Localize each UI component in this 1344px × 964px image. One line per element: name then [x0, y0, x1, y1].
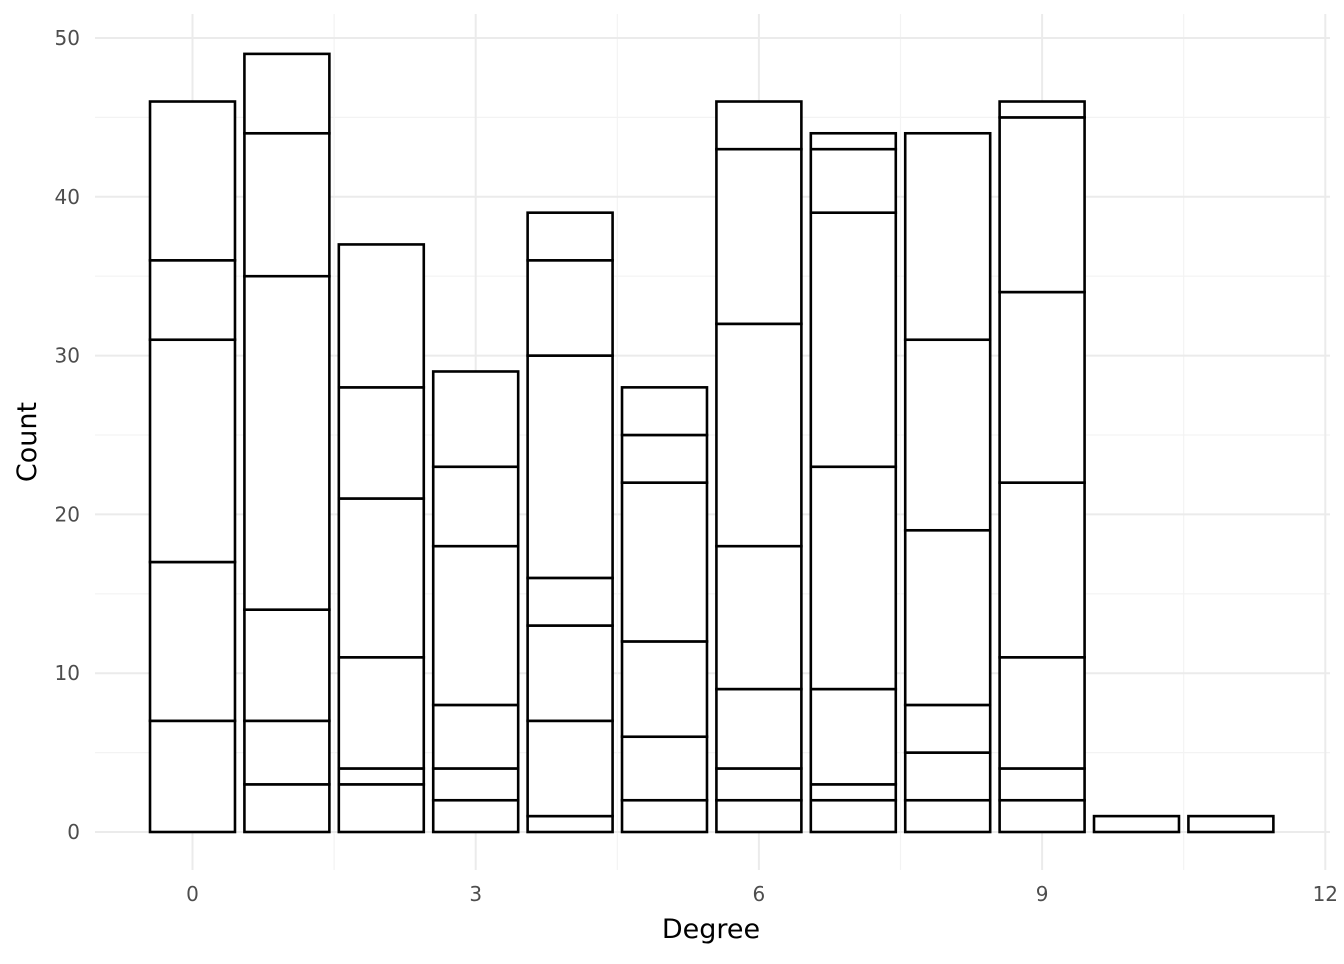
bar-segment: [526, 259, 614, 357]
bar-segment: [526, 211, 614, 262]
bar-segment: [526, 576, 614, 627]
bar-segment: [809, 798, 898, 834]
bar-segment: [809, 147, 898, 214]
bar-segment: [715, 544, 803, 691]
bar-segment: [809, 783, 898, 802]
bar-segment: [715, 147, 803, 326]
bar-segment: [337, 386, 426, 500]
bar-1: [243, 52, 331, 834]
bar-7: [809, 131, 898, 834]
x-tick-label: 9: [1036, 882, 1049, 906]
bar-segment: [1187, 814, 1275, 834]
bar-segment: [809, 211, 898, 469]
bar-segment: [243, 52, 331, 135]
bar-11: [1187, 814, 1275, 834]
bar-segment: [903, 338, 992, 532]
bar-segment: [337, 783, 426, 834]
bar-segment: [809, 131, 898, 151]
bar-segment: [431, 703, 520, 770]
y-tick-label: 0: [67, 820, 80, 844]
x-tick-label: 3: [469, 882, 482, 906]
bar-segment: [243, 131, 331, 278]
y-axis-title: Count: [12, 402, 43, 482]
bar-segment: [620, 798, 709, 834]
bar-segment: [526, 814, 614, 834]
bar-segment: [337, 497, 426, 659]
bar-8: [903, 131, 992, 834]
bar-segment: [998, 100, 1086, 119]
bar-segment: [337, 243, 426, 389]
bar-segment: [903, 131, 992, 342]
bar-segment: [148, 259, 237, 342]
bar-segment: [620, 386, 709, 437]
y-tick-label: 50: [55, 26, 80, 50]
bar-segment: [526, 624, 614, 723]
bar-segment: [1092, 814, 1181, 834]
bar-segment: [337, 767, 426, 786]
y-tick-label: 10: [55, 661, 80, 685]
bar-segment: [526, 354, 614, 580]
bar-segment: [620, 735, 709, 802]
bar-segment: [903, 751, 992, 802]
bar-segment: [148, 100, 237, 262]
bar-segment: [431, 767, 520, 802]
bar-3: [431, 370, 520, 834]
bar-segment: [715, 798, 803, 834]
bar-segment: [148, 719, 237, 834]
y-tick-label: 20: [55, 502, 80, 526]
bar-segment: [998, 116, 1086, 294]
bar-segment: [809, 465, 898, 691]
bar-segment: [998, 656, 1086, 770]
bar-segment: [243, 274, 331, 611]
bar-segment: [998, 481, 1086, 659]
x-axis-title: Degree: [662, 914, 760, 945]
bars: [148, 52, 1275, 834]
bar-segment: [431, 544, 520, 707]
bar-segment: [337, 656, 426, 770]
bar-segment: [243, 608, 331, 723]
bar-segment: [431, 465, 520, 548]
tick-labels: 0 3 6 9 12 0 10 20 30 40 50: [55, 26, 1338, 906]
bar-segment: [998, 290, 1086, 484]
y-tick-label: 30: [55, 344, 80, 368]
bar-segment: [243, 783, 331, 834]
bar-9: [998, 100, 1086, 834]
bar-segment: [715, 322, 803, 548]
bar-segment: [243, 719, 331, 786]
bar-segment: [620, 481, 709, 643]
bar-segment: [431, 370, 520, 469]
bar-6: [715, 100, 803, 834]
bar-segment: [903, 703, 992, 754]
bar-segment: [715, 767, 803, 802]
bar-segment: [903, 798, 992, 834]
bar-segment: [809, 687, 898, 786]
bar-segment: [998, 767, 1086, 802]
bar-segment: [431, 798, 520, 834]
bar-segment: [148, 560, 237, 723]
x-tick-label: 12: [1313, 882, 1338, 906]
y-tick-label: 40: [55, 185, 80, 209]
bar-10: [1092, 814, 1181, 834]
x-tick-label: 0: [186, 882, 199, 906]
bar-segment: [620, 640, 709, 739]
bar-segment: [903, 528, 992, 707]
bar-segment: [998, 798, 1086, 834]
bar-segment: [620, 433, 709, 484]
x-tick-label: 6: [753, 882, 766, 906]
bar-segment: [148, 338, 237, 564]
bar-2: [337, 243, 426, 834]
bar-segment: [715, 687, 803, 770]
bar-segment: [526, 719, 614, 818]
bar-5: [620, 386, 709, 834]
bar-segment: [715, 100, 803, 151]
bar-4: [526, 211, 614, 834]
bar-0: [148, 100, 237, 834]
